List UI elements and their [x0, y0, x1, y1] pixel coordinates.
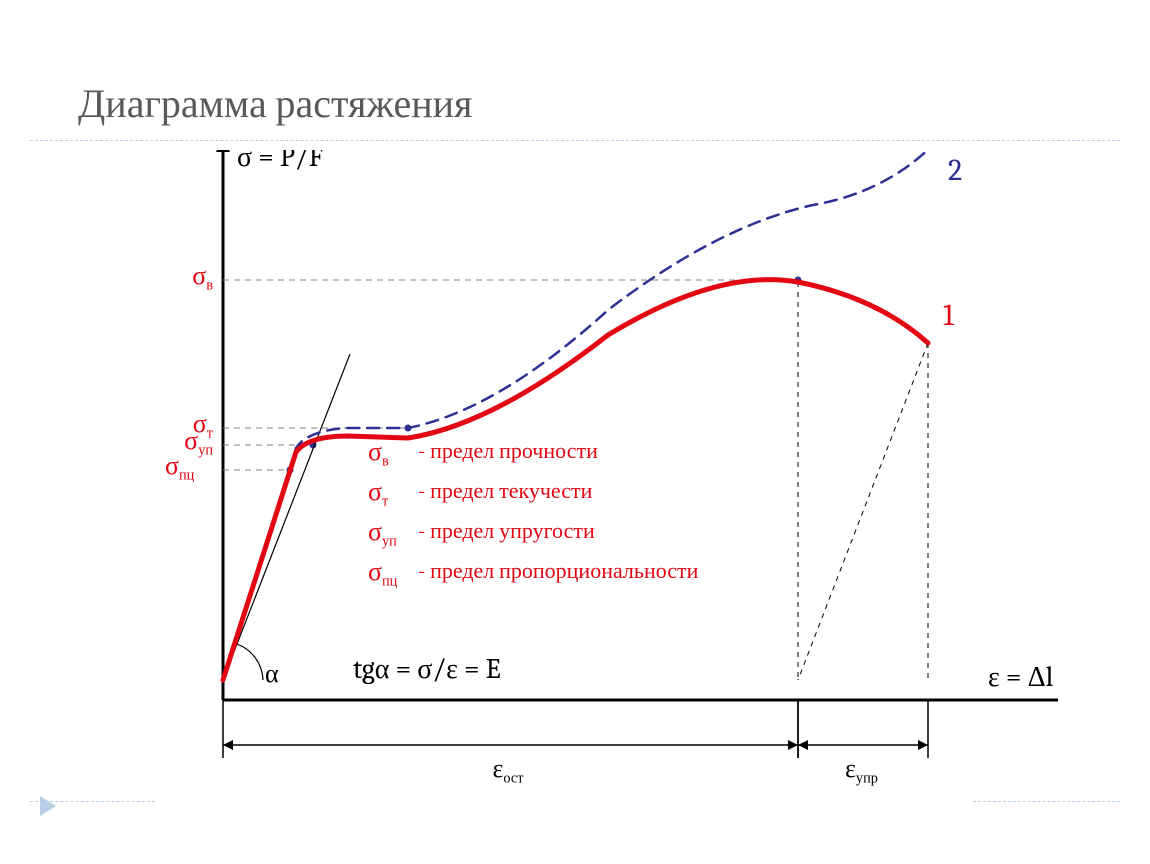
- y-axis-label: σ = P/F: [237, 150, 323, 173]
- svg-text:α: α: [265, 659, 279, 689]
- title-underline: [30, 140, 1120, 141]
- footer-rule-right: [973, 801, 1120, 802]
- svg-text:εост: εост: [493, 754, 525, 787]
- legend-text-1: - предел текучести: [418, 478, 593, 504]
- legend-text-0: - предел прочности: [418, 438, 598, 464]
- legend-text-3: - предел пропорциональности: [418, 558, 699, 584]
- legend-symbol-3: σпц: [368, 557, 398, 590]
- legend-text-2: - предел упругости: [418, 518, 595, 544]
- svg-text:1: 1: [943, 298, 955, 333]
- legend-symbol-0: σв: [368, 437, 389, 470]
- ytick-sigma_v: σв: [192, 261, 213, 294]
- x-axis-label: ε = Δl / l: [988, 661, 1058, 693]
- curve-2: [223, 150, 938, 680]
- slide-title: Диаграмма растяжения: [78, 80, 472, 127]
- stress-strain-diagram: σ = P/F ε = Δl / l σв σт σуп σпц α 1 2 tgα = σ/ε …: [158, 150, 1058, 810]
- footer-arrow-icon: [40, 796, 56, 816]
- equation-tg-alpha: tgα = σ/ε = E: [353, 653, 501, 685]
- legend-symbol-1: σт: [368, 477, 389, 510]
- svg-text:2: 2: [948, 153, 962, 188]
- svg-text:εупр: εупр: [845, 754, 878, 787]
- legend-symbol-2: σуп: [368, 517, 397, 550]
